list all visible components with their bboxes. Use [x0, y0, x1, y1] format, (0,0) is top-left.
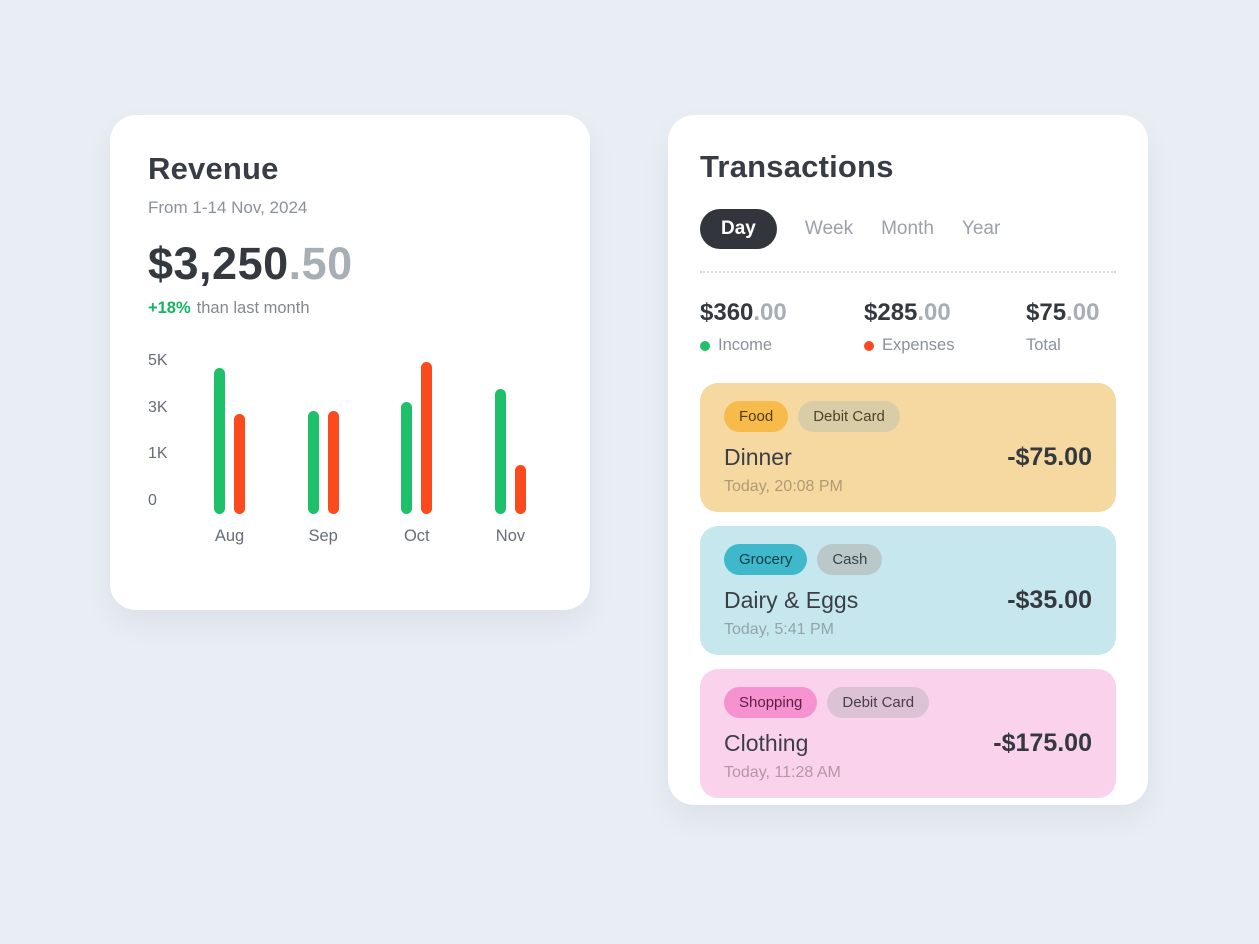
bar-expenses-sep — [327, 411, 339, 514]
period-tabs: Day Week Month Year — [700, 209, 1116, 249]
bar-income-oct — [401, 402, 413, 514]
summary-expenses: $285.00 Expenses — [864, 299, 1026, 355]
summary-amount-total: $75.00 — [1026, 299, 1116, 327]
summary-label-text: Expenses — [882, 336, 955, 354]
revenue-amount-main: $3,250 — [148, 238, 289, 289]
summary-amount-expenses: $285.00 — [864, 299, 1026, 327]
transactions-title: Transactions — [700, 149, 894, 184]
payment-tag-debit-card: Debit Card — [798, 401, 900, 432]
category-tag-shopping: Shopping — [724, 687, 818, 718]
tab-year[interactable]: Year — [961, 218, 1001, 239]
bar-pair-nov — [494, 352, 526, 514]
chart-plot: Aug Sep Oct Nov — [186, 352, 552, 546]
bar-pair-oct — [401, 352, 433, 514]
summary-dot-income — [700, 340, 710, 351]
bar-pair-aug — [214, 352, 245, 514]
summary-label-expenses: Expenses — [864, 336, 1026, 355]
transaction-title: Dairy & Eggs — [724, 587, 859, 613]
x-tick-label-aug: Aug — [214, 527, 245, 545]
transaction-time: Today, 5:41 PM — [724, 621, 834, 638]
transaction-main-row: Dinner -$75.00 — [724, 443, 1092, 472]
transaction-amount: -$35.00 — [1007, 586, 1092, 614]
transactions-list: Food Debit Card Dinner -$75.00 Today, 20:08 … — [700, 383, 1116, 798]
revenue-date-range: From 1-14 Nov, 2024 — [148, 198, 308, 217]
summary-dot-expenses — [864, 340, 874, 351]
revenue-amount: $3,250.50 — [148, 238, 552, 290]
transaction-tags: Shopping Debit Card — [724, 687, 1092, 718]
summary-income: $360.00 Income — [700, 299, 864, 355]
bar-expenses-nov — [514, 465, 526, 514]
bar-income-aug — [214, 368, 225, 514]
transaction-main-row: Clothing -$175.00 — [724, 729, 1092, 758]
bar-expenses-oct — [421, 362, 433, 514]
category-tag-grocery: Grocery — [724, 544, 808, 575]
revenue-delta-note: than last month — [196, 299, 310, 317]
summary-amount-income: $360.00 — [700, 299, 864, 327]
transaction-amount: -$175.00 — [993, 729, 1092, 757]
chart-group-oct: Oct — [401, 352, 433, 546]
bar-income-sep — [307, 411, 319, 514]
tab-week[interactable]: Week — [804, 218, 854, 239]
revenue-amount-cents: .50 — [288, 238, 353, 289]
summary-amount-cents: .00 — [917, 299, 951, 326]
summary-total: $75.00 Total — [1026, 299, 1116, 355]
payment-tag-cash: Cash — [817, 544, 883, 575]
y-tick-label: 1K — [148, 445, 168, 463]
tab-month[interactable]: Month — [881, 218, 934, 239]
transaction-time: Today, 11:28 AM — [724, 764, 841, 781]
transaction-amount: -$75.00 — [1007, 443, 1092, 471]
revenue-delta-row: +18% than last month — [148, 299, 552, 318]
y-tick-label: 3K — [148, 398, 168, 416]
revenue-bar-chart: 5K 3K 1K 0 Aug Sep Oct Nov — [148, 352, 552, 546]
transaction-item-dairy-eggs[interactable]: Grocery Cash Dairy & Eggs -$35.00 Today, 5:4… — [700, 526, 1116, 655]
transaction-title: Dinner — [724, 444, 792, 470]
summary-label-text: Income — [718, 336, 773, 354]
payment-tag-debit-card: Debit Card — [827, 687, 930, 718]
revenue-title: Revenue — [148, 151, 279, 186]
bar-pair-sep — [307, 352, 339, 514]
transaction-item-clothing[interactable]: Shopping Debit Card Clothing -$175.00 Today,… — [700, 669, 1116, 798]
tab-day[interactable]: Day — [700, 209, 777, 249]
summary-amount-cents: .00 — [753, 299, 787, 326]
transaction-title: Clothing — [724, 730, 809, 756]
transactions-card: Transactions Day Week Month Year $360.00 Inc… — [668, 115, 1148, 805]
revenue-card: Revenue From 1-14 Nov, 2024 $3,250.50 +1… — [110, 115, 590, 610]
x-tick-label-sep: Sep — [308, 527, 338, 545]
summary-amount-main: $75 — [1026, 299, 1067, 326]
summary-label-income: Income — [700, 336, 864, 355]
y-tick-label: 5K — [148, 352, 168, 369]
x-tick-label-nov: Nov — [495, 527, 526, 545]
summary-amount-main: $285 — [864, 299, 918, 326]
transaction-item-dinner[interactable]: Food Debit Card Dinner -$75.00 Today, 20:08 … — [700, 383, 1116, 512]
chart-group-nov: Nov — [494, 352, 526, 546]
x-tick-label-oct: Oct — [403, 527, 430, 545]
bar-expenses-aug — [234, 414, 245, 514]
summary-amount-cents: .00 — [1066, 299, 1100, 326]
category-tag-food: Food — [724, 401, 789, 432]
transaction-main-row: Dairy & Eggs -$35.00 — [724, 586, 1092, 615]
dotted-divider — [700, 271, 1116, 273]
summary-label-total: Total — [1026, 336, 1116, 355]
chart-y-axis: 5K 3K 1K 0 — [148, 352, 186, 510]
revenue-delta: +18% — [148, 299, 191, 317]
summary-amount-main: $360 — [700, 299, 754, 326]
transaction-tags: Food Debit Card — [724, 401, 1092, 432]
transaction-tags: Grocery Cash — [724, 544, 1092, 575]
bar-income-nov — [494, 389, 506, 514]
y-tick-label: 0 — [148, 491, 157, 509]
transaction-time: Today, 20:08 PM — [724, 478, 843, 495]
summary-label-text: Total — [1026, 336, 1061, 354]
summary-row: $360.00 Income $285.00 Expenses $75.00 Total — [700, 299, 1116, 355]
chart-group-sep: Sep — [307, 352, 339, 546]
chart-group-aug: Aug — [214, 352, 245, 546]
